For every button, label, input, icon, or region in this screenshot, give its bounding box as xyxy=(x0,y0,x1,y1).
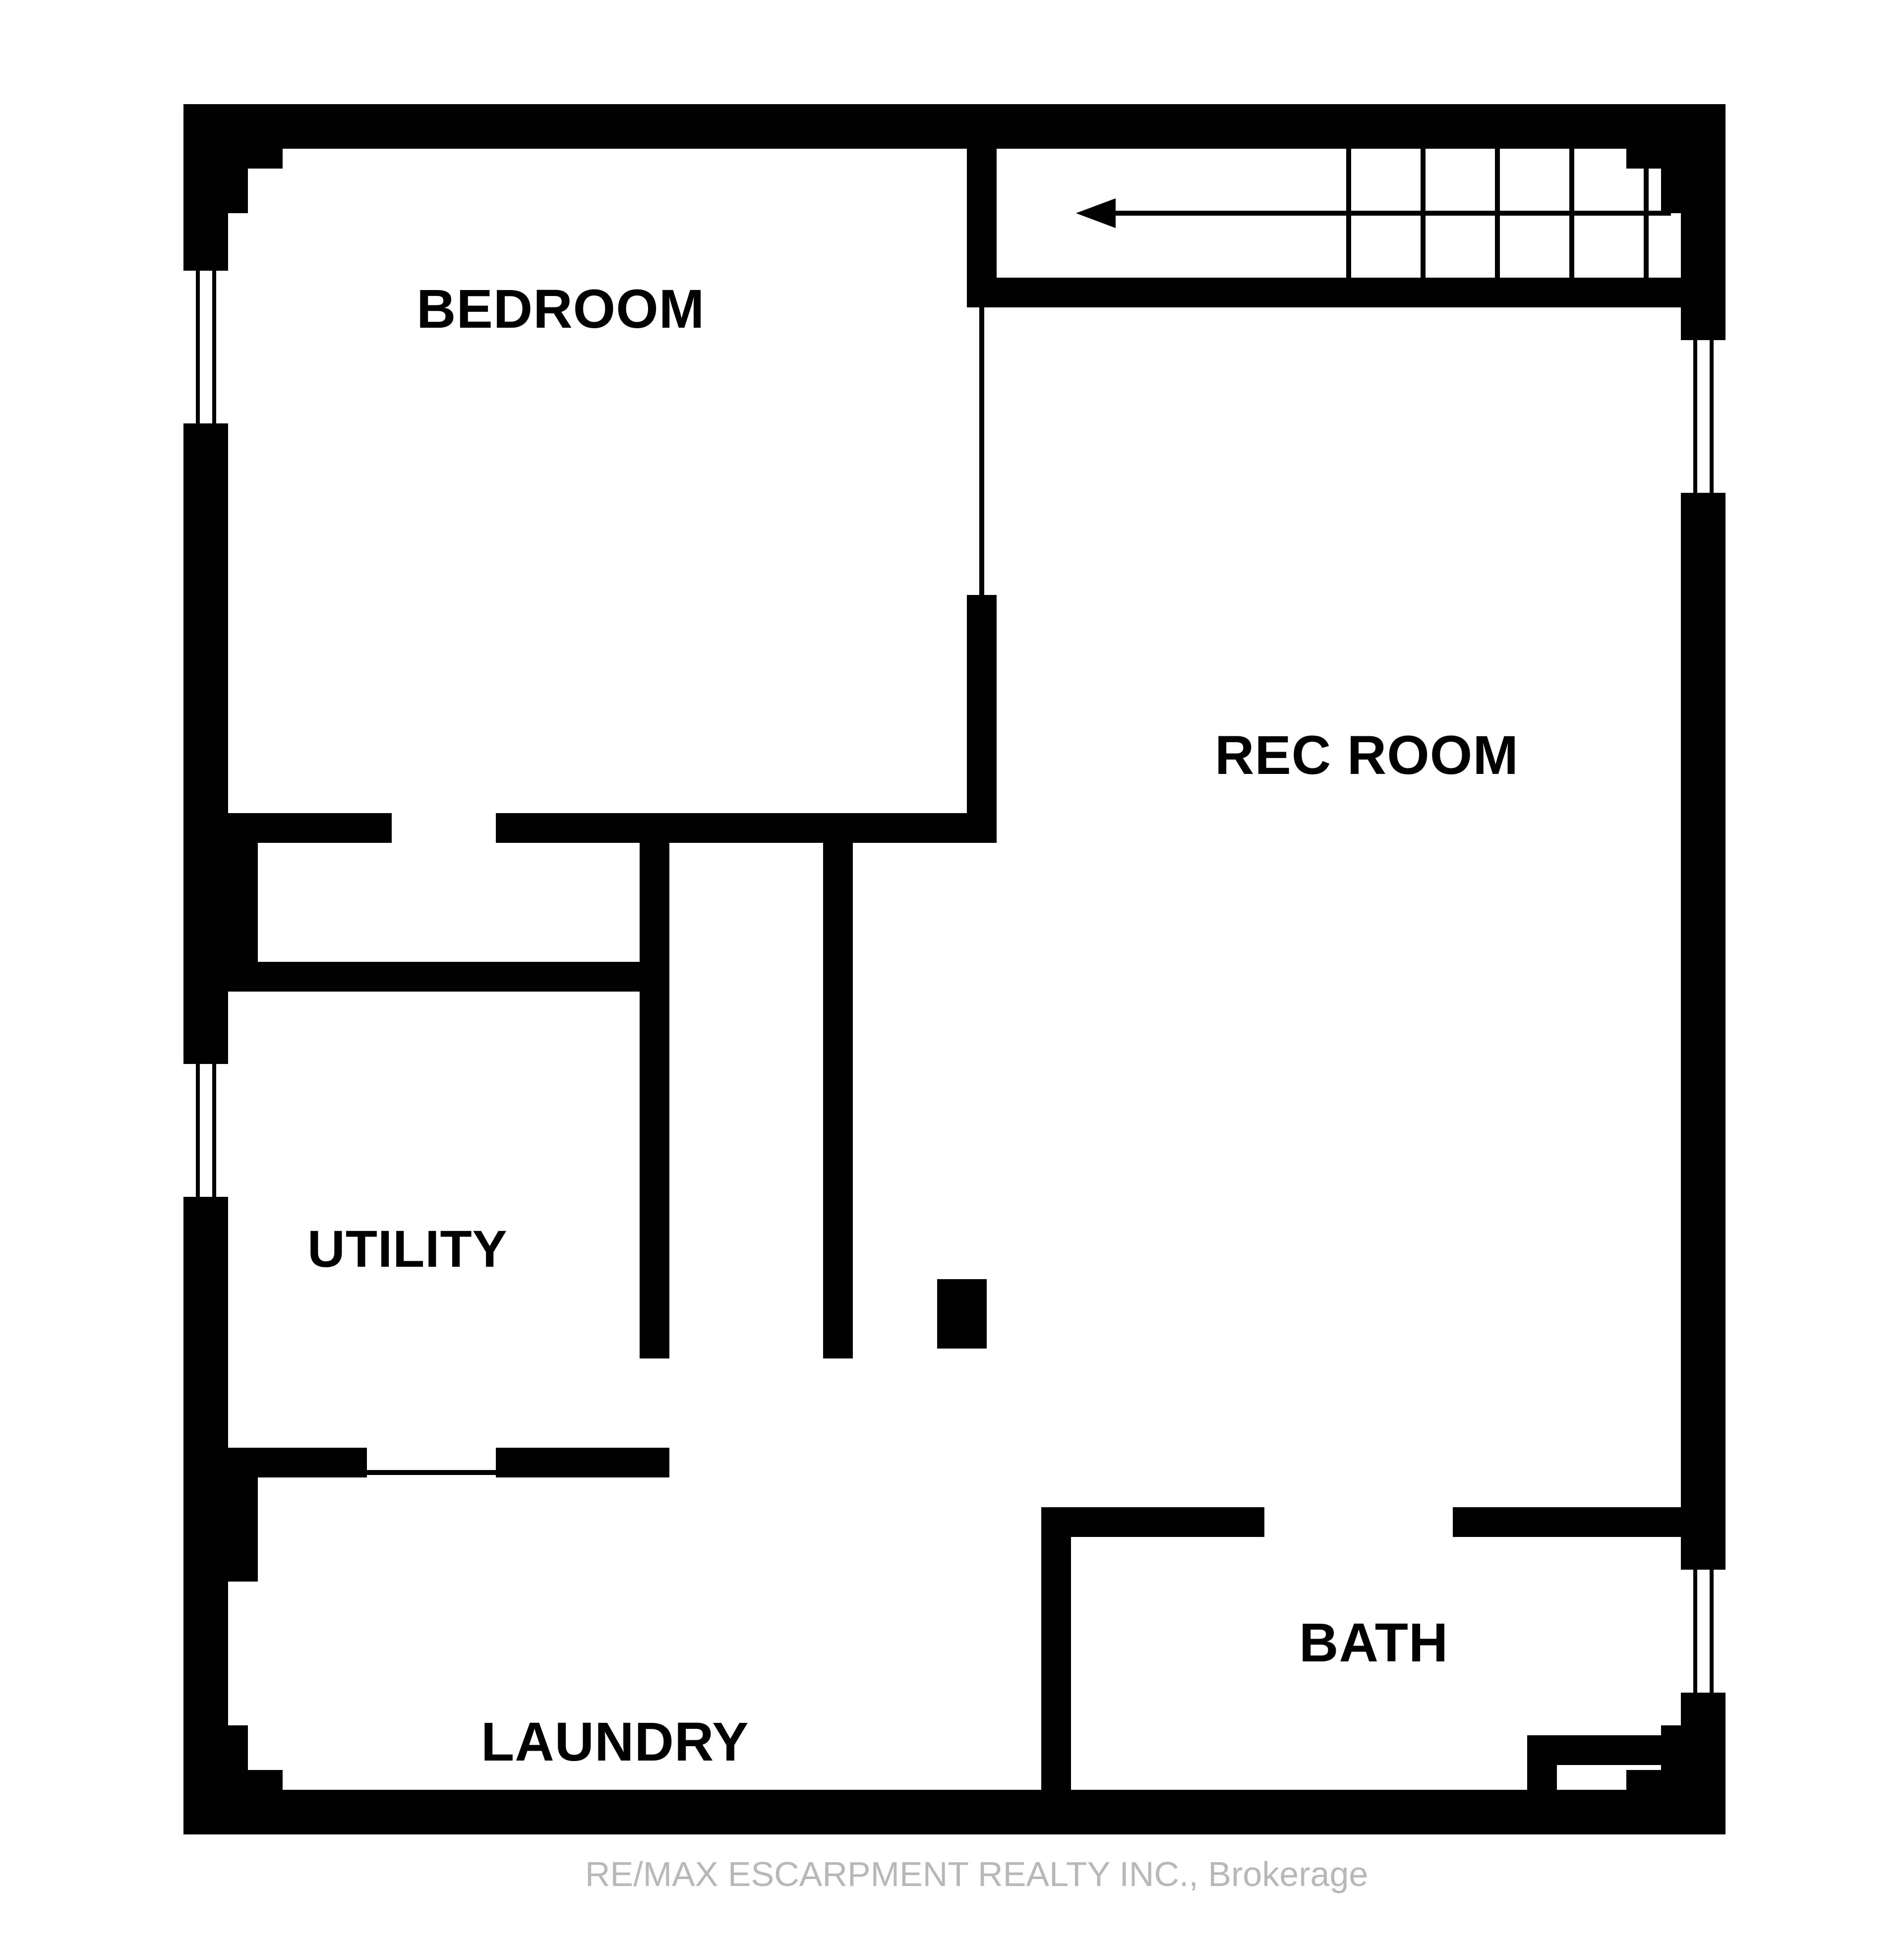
watermark: RE/MAX ESCARPMENT REALTY INC., Brokerage xyxy=(585,1854,1368,1894)
label-bath: BATH xyxy=(1299,1611,1448,1674)
label-bedroom: BEDROOM xyxy=(416,278,705,341)
floorplan-canvas: BEDROOM REC ROOM UTILITY LAUNDRY BATH RE… xyxy=(0,0,1904,1944)
label-utility: UTILITY xyxy=(307,1220,508,1279)
stairs xyxy=(0,0,1904,1944)
label-recroom: REC ROOM xyxy=(1215,724,1519,787)
label-laundry: LAUNDRY xyxy=(481,1710,749,1773)
